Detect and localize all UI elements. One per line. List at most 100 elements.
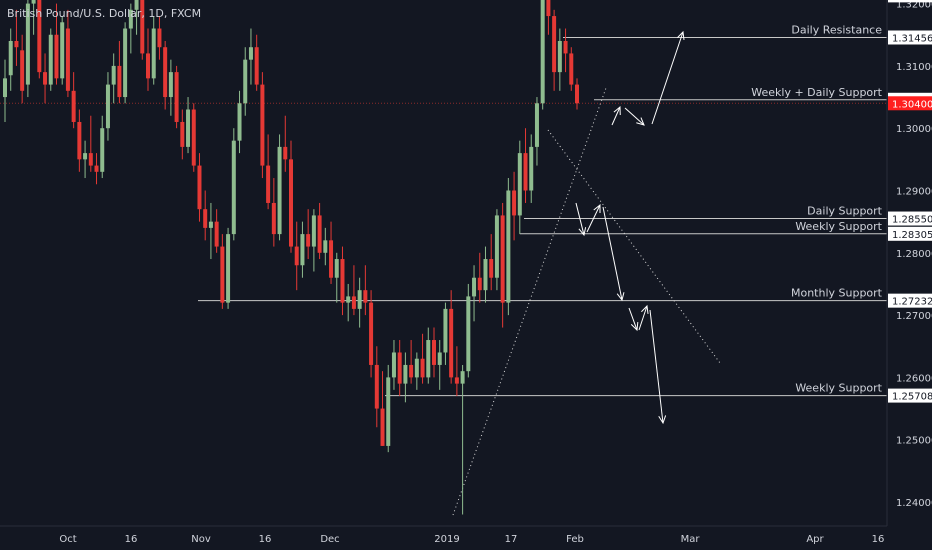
candle-body xyxy=(483,259,488,291)
candle-body xyxy=(466,296,471,372)
price-tick-label: 1.26000 xyxy=(896,373,932,384)
time-tick-label: 17 xyxy=(505,534,518,545)
price-tick-label: 1.30000 xyxy=(896,124,932,135)
candle-body xyxy=(317,215,322,253)
candle-body xyxy=(563,40,568,54)
candle-body xyxy=(346,296,351,303)
candle-body xyxy=(512,190,517,216)
level-price-tag xyxy=(888,293,932,308)
time-tick-label: 16 xyxy=(125,534,138,545)
price-tick-label: 1.25000 xyxy=(896,436,932,447)
candle-body xyxy=(128,9,133,29)
time-tick-label: Dec xyxy=(320,534,339,545)
candle-body xyxy=(71,90,76,122)
arrow-up-1-head xyxy=(613,105,621,116)
candle-body xyxy=(506,190,511,303)
candle-body xyxy=(311,215,316,247)
level-price-tag-text: 1.28550 xyxy=(892,215,932,226)
candle-body xyxy=(340,259,345,303)
arrow-up-2-head xyxy=(677,30,685,40)
candle-body xyxy=(83,153,88,160)
candle-body xyxy=(186,109,191,147)
arrow-down-5 xyxy=(649,309,664,424)
candle-body xyxy=(14,40,19,48)
candle-body xyxy=(552,16,557,73)
level-price-tag xyxy=(888,0,932,3)
candle-body xyxy=(117,65,122,98)
time-tick-label: 16 xyxy=(259,534,272,545)
candle-body xyxy=(403,364,408,384)
candle-body xyxy=(31,0,36,4)
falling-trendline xyxy=(547,129,721,364)
candle-body xyxy=(197,165,202,210)
level-label: Weekly Support xyxy=(795,220,882,233)
trendlines-layer xyxy=(452,87,721,516)
level-label: Monthly Support xyxy=(791,287,883,300)
candle-body xyxy=(540,0,545,104)
candle-body xyxy=(203,209,208,228)
candle-body xyxy=(557,40,562,73)
level-price-tag xyxy=(888,30,932,45)
candle-body xyxy=(477,277,482,291)
candle-body xyxy=(369,302,374,365)
candle-body xyxy=(8,40,13,76)
candle-body xyxy=(380,408,385,446)
candle-body xyxy=(88,153,93,166)
candle-body xyxy=(437,352,442,365)
candle-body xyxy=(60,22,65,79)
candle-body xyxy=(489,259,494,278)
level-price-tag-text: 1.28305 xyxy=(892,230,932,241)
candle-body xyxy=(529,146,534,191)
price-tick-label: 1.27000 xyxy=(896,311,932,322)
candle-body xyxy=(432,340,436,365)
candle-body xyxy=(397,352,402,384)
candle-body xyxy=(426,340,431,378)
candle-body xyxy=(3,78,7,98)
last-price-tag xyxy=(888,96,932,111)
arrow-down-5-head xyxy=(658,415,667,425)
candle-body xyxy=(460,371,465,384)
candle-body xyxy=(208,221,213,228)
time-tick-label: 16 xyxy=(872,534,885,545)
level-price-tag-text: 1.27232 xyxy=(892,297,932,308)
candle-body xyxy=(266,165,271,203)
time-tick-label: Mar xyxy=(681,534,701,545)
arrow-down-1 xyxy=(624,107,645,126)
candle-body xyxy=(472,277,477,297)
level-price-tag-text: 1.32132 xyxy=(892,0,932,2)
candle-body xyxy=(243,59,248,104)
candle-body xyxy=(237,103,242,141)
arrow-down-3-head xyxy=(616,292,625,302)
arrow-up-3-head xyxy=(593,203,601,214)
candle-body xyxy=(65,28,70,91)
candle-body xyxy=(334,259,339,278)
candle-body xyxy=(569,53,574,85)
time-tick-label: Nov xyxy=(191,534,211,545)
candle-body xyxy=(123,28,128,98)
candle-body xyxy=(25,3,30,85)
candle-body xyxy=(500,215,505,303)
candle-body xyxy=(271,202,276,235)
candle-body xyxy=(231,140,236,235)
level-price-tag-text: 1.31456 xyxy=(892,33,932,44)
candle-body xyxy=(43,72,48,85)
candle-body xyxy=(517,153,522,216)
candle-body xyxy=(409,364,414,378)
candle-body xyxy=(329,240,334,278)
arrow-up-2 xyxy=(651,31,684,125)
price-tick-label: 1.32000 xyxy=(896,0,932,11)
candle-body xyxy=(357,290,362,309)
candle-body xyxy=(54,34,59,79)
candle-body xyxy=(443,308,448,353)
candle-body xyxy=(100,128,105,172)
candle-body xyxy=(77,121,82,160)
candle-body xyxy=(163,47,168,98)
candle-body xyxy=(546,0,551,17)
candle-body xyxy=(386,377,391,446)
candle-body xyxy=(140,0,145,54)
candle-body xyxy=(391,352,396,378)
candle-body xyxy=(414,358,419,378)
